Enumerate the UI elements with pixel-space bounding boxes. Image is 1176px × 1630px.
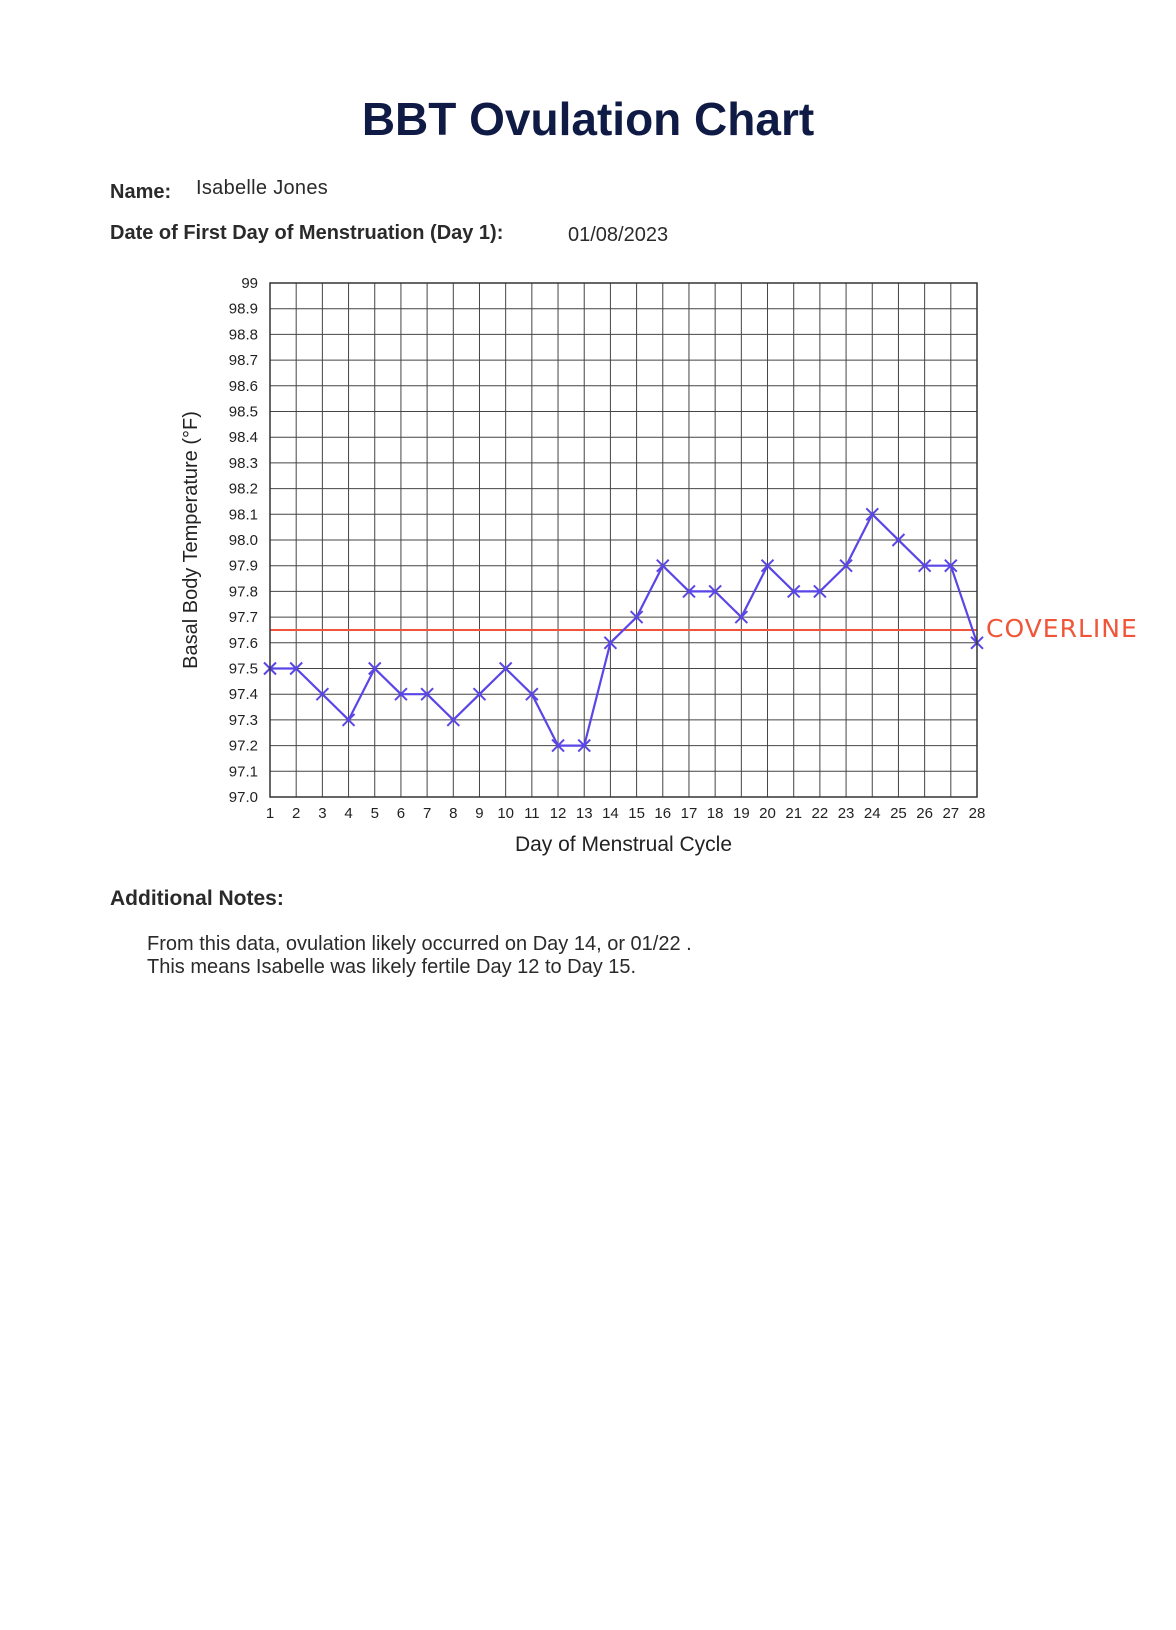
y-tick-label: 97.2	[229, 738, 258, 755]
name-label: Name:	[110, 181, 172, 203]
chart-grid	[269, 282, 978, 798]
bbt-chart: 97.0 97.1 97.2 97.3 97.4 97.5 97.6 97.7 97.8 97.9…	[180, 275, 1138, 856]
y-tick-label: 97.1	[229, 763, 258, 780]
y-tick-label: 97.3	[229, 712, 258, 729]
y-tick-label: 98.6	[229, 378, 258, 395]
data-point-marker	[944, 558, 958, 573]
x-tick-label: 4	[344, 805, 352, 822]
x-tick-label: 7	[423, 805, 431, 822]
plot-frame	[269, 282, 978, 798]
y-tick-label: 98.4	[229, 429, 258, 446]
data-point-marker	[446, 713, 461, 727]
x-tick-label: 27	[942, 805, 959, 822]
x-tick-label: 10	[497, 805, 514, 822]
x-tick-label: 16	[654, 805, 671, 822]
x-tick-label: 23	[838, 805, 855, 822]
x-tick-label: 9	[475, 805, 483, 822]
y-tick-label: 97.9	[229, 558, 258, 575]
x-tick-label: 15	[628, 805, 645, 822]
y-tick-label: 98.2	[229, 481, 258, 498]
x-axis-label: Day of Menstrual Cycle	[515, 833, 732, 856]
data-point-marker	[472, 687, 487, 701]
x-tick-label: 24	[864, 805, 881, 822]
y-tick-label: 99	[241, 275, 258, 292]
y-tick-label: 98.0	[229, 532, 258, 549]
y-tick-label: 97.8	[229, 583, 258, 600]
data-point-marker	[525, 687, 539, 701]
x-tick-label: 18	[707, 805, 724, 822]
data-point-marker	[734, 610, 749, 624]
data-point-marker	[368, 661, 382, 676]
x-tick-label: 26	[916, 805, 933, 822]
x-tick-label: 21	[785, 805, 802, 822]
y-axis-label: Basal Body Temperature (°F)	[180, 411, 202, 669]
y-tick-label: 98.9	[229, 301, 258, 318]
data-point-marker	[315, 687, 330, 701]
y-tick-label: 98.7	[229, 352, 258, 369]
x-tick-label: 13	[576, 805, 593, 822]
y-tick-label: 98.3	[229, 455, 258, 472]
x-tick-label: 20	[759, 805, 776, 822]
data-point-marker	[551, 738, 565, 753]
x-tick-label: 12	[550, 805, 567, 822]
y-tick-label: 97.0	[229, 789, 258, 806]
data-point-marker	[865, 507, 879, 522]
y-tick-label: 97.7	[229, 609, 258, 626]
menstruation-date-label: Date of First Day of Menstruation (Day 1…	[110, 222, 504, 244]
data-point-marker	[420, 687, 434, 701]
y-tick-label: 98.1	[229, 506, 258, 523]
x-tick-label: 11	[524, 805, 540, 822]
menstruation-date-value: 01/08/2023	[568, 224, 669, 246]
x-tick-label: 19	[733, 805, 750, 822]
series-line	[270, 513, 979, 747]
y-tick-label: 97.6	[229, 635, 258, 652]
x-tick-label: 2	[292, 805, 300, 822]
x-tick-labels: 1 2 3 4 5 6 7 8 9 10 11 12 13 14 15 16 17 18 19 20 21 22 23 24 2…	[266, 805, 986, 822]
y-tick-label: 97.5	[229, 661, 258, 678]
notes-heading: Additional Notes:	[110, 887, 284, 910]
notes-line-1: From this data, ovulation likely occurre…	[147, 933, 692, 955]
x-tick-label: 14	[602, 805, 619, 822]
x-tick-label: 5	[371, 805, 379, 822]
coverline-label: COVERLINE	[986, 614, 1138, 643]
data-point-marker	[839, 558, 853, 573]
x-tick-label: 25	[890, 805, 907, 822]
temperature-series	[263, 507, 984, 753]
y-tick-label: 98.5	[229, 404, 258, 421]
x-tick-label: 3	[318, 805, 326, 822]
x-tick-label: 1	[266, 805, 274, 822]
data-point-marker	[786, 584, 801, 599]
x-tick-label: 22	[812, 805, 829, 822]
x-tick-label: 8	[449, 805, 457, 822]
data-point-marker	[577, 738, 591, 753]
data-point-marker	[708, 584, 722, 599]
y-tick-label: 97.4	[229, 686, 258, 703]
y-tick-labels: 97.0 97.1 97.2 97.3 97.4 97.5 97.6 97.7 97.8 97.9…	[229, 275, 258, 806]
data-point-marker	[394, 687, 408, 701]
data-point-marker	[760, 558, 775, 573]
data-point-marker	[289, 661, 303, 676]
data-point-marker	[629, 610, 644, 624]
name-value: Isabelle Jones	[196, 177, 329, 199]
data-point-marker	[891, 533, 906, 547]
data-point-marker	[341, 713, 356, 727]
x-tick-label: 6	[397, 805, 405, 822]
data-point-marker	[656, 558, 670, 573]
data-point-marker	[603, 636, 618, 650]
x-tick-label: 28	[969, 805, 986, 822]
data-point-marker	[917, 558, 932, 573]
data-point-marker	[682, 584, 696, 599]
data-point-marker	[813, 584, 827, 599]
y-tick-label: 98.8	[229, 326, 258, 343]
x-tick-label: 17	[681, 805, 698, 822]
notes-line-2: This means Isabelle was likely fertile D…	[147, 956, 637, 978]
page-title: BBT Ovulation Chart	[361, 93, 815, 145]
data-point-marker	[498, 661, 513, 676]
